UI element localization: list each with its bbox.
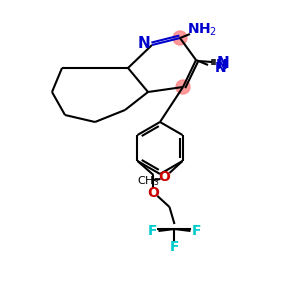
Text: N: N	[216, 58, 228, 72]
Text: F: F	[148, 224, 157, 238]
Text: N: N	[138, 35, 150, 50]
Text: N: N	[217, 56, 230, 70]
Text: N: N	[215, 61, 227, 75]
Circle shape	[173, 31, 187, 45]
Text: O: O	[159, 170, 170, 184]
Text: F: F	[192, 224, 201, 238]
Text: F: F	[170, 240, 179, 254]
Text: CH$_3$: CH$_3$	[137, 174, 160, 188]
Text: O: O	[148, 186, 159, 200]
Circle shape	[176, 80, 190, 94]
Text: NH$_2$: NH$_2$	[187, 22, 217, 38]
